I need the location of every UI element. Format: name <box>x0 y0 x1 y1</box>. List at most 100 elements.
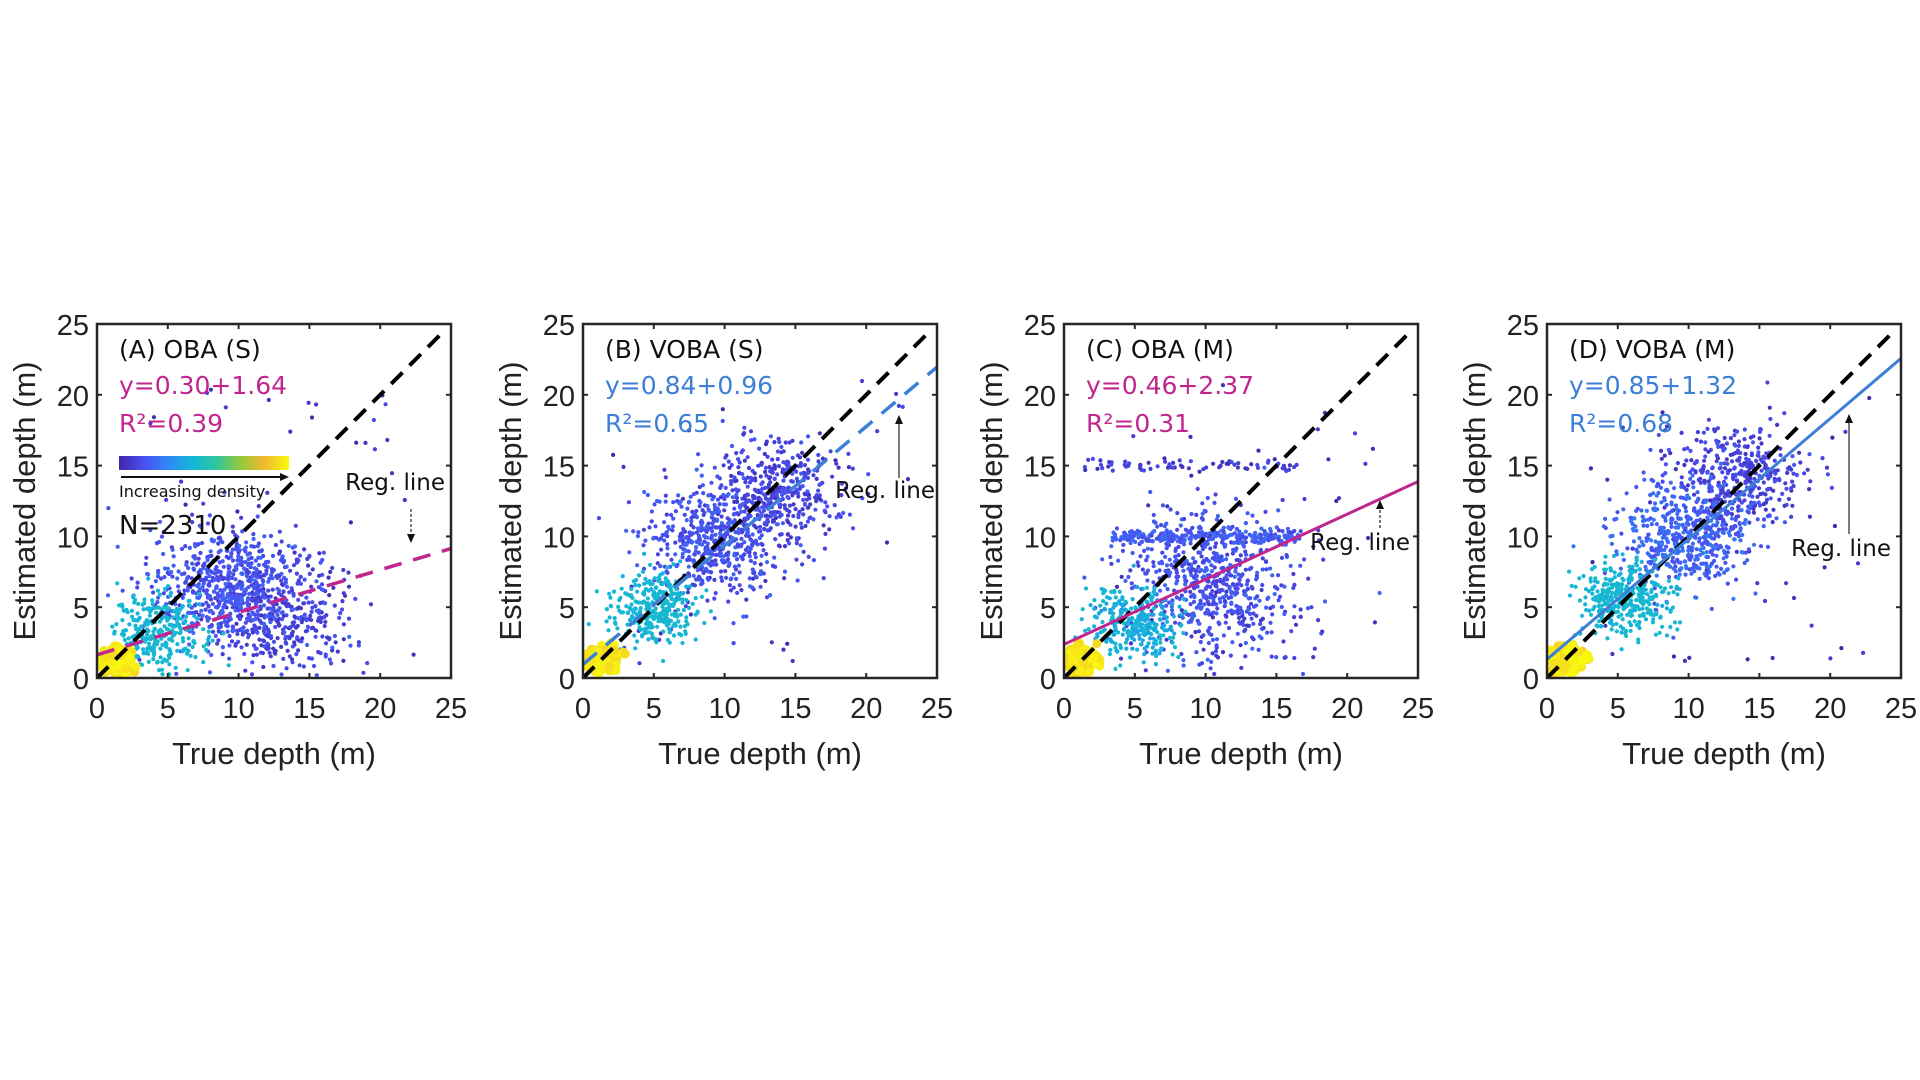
scatter-point <box>279 672 284 677</box>
scatter-point <box>1230 551 1235 556</box>
scatter-point <box>282 575 287 581</box>
scatter-point <box>1137 636 1142 641</box>
scatter-point <box>832 503 837 508</box>
scatter-point <box>764 473 769 478</box>
scatter-point <box>206 604 211 609</box>
scatter-point <box>805 457 811 462</box>
scatter-point <box>1791 471 1796 476</box>
scatter-point <box>270 553 276 559</box>
scatter-point <box>306 400 311 405</box>
scatter-point <box>270 587 275 592</box>
scatter-point <box>1631 539 1636 544</box>
scatter-point <box>1123 578 1128 584</box>
scatter-point <box>193 602 199 607</box>
scatter-point <box>185 668 190 673</box>
scatter-point <box>294 571 299 576</box>
scatter-point <box>1733 532 1738 537</box>
scatter-point <box>151 629 156 634</box>
scatter-point <box>634 578 639 583</box>
scatter-point <box>1170 465 1175 470</box>
scatter-point <box>166 627 171 632</box>
scatter-point <box>730 495 735 500</box>
scatter-point <box>120 618 125 623</box>
scatter-point <box>814 476 819 481</box>
scatter-point <box>834 461 839 466</box>
scatter-point <box>1224 573 1229 578</box>
scatter-point <box>255 514 260 519</box>
scatter-point <box>1188 569 1193 575</box>
scatter-point <box>1761 517 1767 522</box>
scatter-point <box>284 564 289 569</box>
scatter-point <box>275 586 280 592</box>
scatter-point <box>598 661 608 671</box>
scatter-point <box>341 637 346 642</box>
scatter-point <box>228 611 233 616</box>
scatter-point <box>1274 655 1279 660</box>
scatter-point <box>836 512 841 517</box>
scatter-point <box>1722 461 1727 466</box>
scatter-point <box>1234 557 1239 563</box>
scatter-point <box>671 500 676 505</box>
scatter-point <box>669 612 675 617</box>
scatter-point <box>1820 456 1825 461</box>
scatter-point <box>1232 610 1237 615</box>
scatter-point <box>1236 611 1241 616</box>
scatter-point <box>1192 560 1197 565</box>
scatter-point <box>755 542 760 547</box>
scatter-point <box>1130 550 1135 556</box>
scatter-point <box>1150 595 1155 600</box>
scatter-point <box>1068 655 1078 665</box>
scatter-point <box>1149 533 1154 538</box>
scatter-point <box>1725 461 1730 466</box>
scatter-point <box>1241 622 1246 628</box>
scatter-point <box>297 663 302 668</box>
scatter-point <box>277 623 282 628</box>
scatter-point <box>307 553 312 559</box>
scatter-point <box>1220 383 1226 388</box>
scatter-point <box>761 548 766 553</box>
r-squared-label: R²=0.39 <box>119 409 223 438</box>
scatter-point <box>1745 657 1750 662</box>
y-tick-label: 5 <box>1040 593 1056 625</box>
scatter-point <box>645 580 650 585</box>
scatter-point <box>1142 548 1147 554</box>
scatter-point <box>700 542 705 547</box>
scatter-point <box>1190 612 1195 617</box>
scatter-point <box>279 539 284 544</box>
scatter-point <box>292 640 297 645</box>
scatter-point <box>1742 437 1747 442</box>
scatter-point <box>777 544 783 549</box>
scatter-point <box>803 523 808 529</box>
scatter-point <box>1173 548 1178 554</box>
scatter-point <box>1249 584 1254 590</box>
scatter-point <box>305 642 310 648</box>
x-tick-label: 0 <box>575 693 591 725</box>
scatter-point <box>1682 462 1687 468</box>
scatter-point <box>316 616 321 621</box>
scatter-point <box>341 658 346 663</box>
scatter-point <box>1236 572 1241 577</box>
scatter-point <box>1243 535 1249 540</box>
scatter-point <box>304 595 309 600</box>
scatter-point <box>1240 619 1245 624</box>
scatter-point <box>165 618 170 623</box>
scatter-point <box>279 610 284 615</box>
scatter-point <box>230 558 236 563</box>
scatter-point <box>122 637 127 643</box>
scatter-point <box>307 571 312 577</box>
scatter-point <box>790 438 795 443</box>
scatter-point <box>1214 653 1219 658</box>
scatter-point <box>255 609 260 614</box>
scatter-point <box>1118 663 1123 668</box>
scatter-point <box>770 457 775 462</box>
scatter-point <box>1218 577 1223 582</box>
scatter-point <box>834 515 839 520</box>
scatter-point <box>1208 666 1213 671</box>
scatter-point <box>790 658 795 664</box>
scatter-point <box>1768 496 1773 501</box>
scatter-point <box>739 536 744 542</box>
scatter-point <box>732 506 737 511</box>
scatter-point <box>1286 467 1292 472</box>
scatter-point <box>606 628 611 633</box>
scatter-point <box>1158 633 1163 638</box>
